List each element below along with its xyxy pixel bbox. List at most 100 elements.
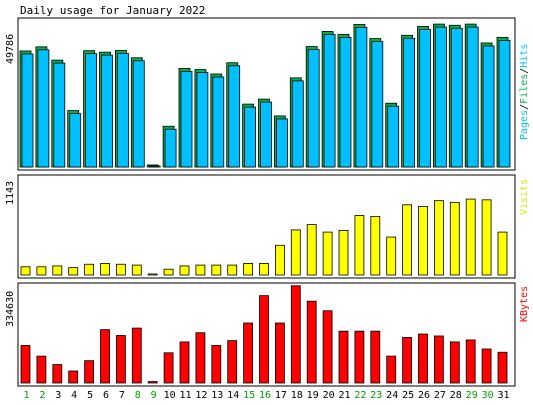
day-label: 8 — [135, 390, 141, 401]
kbytes-panel: 334630 KBytes — [5, 282, 530, 387]
day-label: 25 — [402, 390, 414, 401]
visits-panel: 1143 Visits — [5, 174, 530, 279]
kbytes-bar — [274, 322, 285, 384]
hits-bar — [148, 165, 161, 168]
day-label: 10 — [164, 390, 176, 401]
visits-bar — [322, 231, 333, 276]
day-label: 16 — [259, 390, 271, 401]
visits-bar — [211, 264, 222, 276]
day-label: 20 — [323, 390, 335, 401]
visits-bar — [465, 198, 476, 276]
visits-bar — [386, 236, 397, 276]
kbytes-bar — [449, 341, 460, 384]
visits-bar — [100, 263, 110, 276]
visits-bars — [20, 198, 508, 276]
hits-bar — [260, 101, 272, 168]
kbytes-max-label: 334630 — [5, 291, 16, 327]
kbytes-bar — [211, 345, 222, 384]
kbytes-bar — [179, 341, 190, 384]
day-label: 27 — [434, 390, 446, 401]
kbytes-bar — [116, 335, 126, 384]
day-label: 9 — [151, 390, 157, 401]
visits-bar — [290, 229, 301, 276]
hits-bar — [339, 37, 352, 168]
kbytes-bar — [227, 340, 238, 384]
visits-bar — [449, 201, 460, 276]
day-label: 22 — [354, 390, 366, 401]
hits-bar — [291, 80, 304, 168]
hits-bar — [37, 49, 50, 168]
visits-bar — [227, 264, 238, 276]
hits-bar — [180, 70, 193, 168]
day-label: 15 — [243, 390, 255, 401]
day-label: 3 — [55, 390, 61, 401]
visits-bar — [131, 264, 142, 276]
hits-bar — [228, 65, 241, 168]
pages-legend: Pages — [519, 110, 530, 140]
day-label: 30 — [482, 390, 494, 401]
kbytes-bar — [481, 348, 492, 384]
hits-bar — [498, 39, 511, 168]
chart-title: Daily usage for January 2022 — [20, 4, 205, 17]
visits-bar — [306, 224, 317, 276]
day-label: 23 — [370, 390, 382, 401]
visits-bar — [52, 265, 63, 276]
kbytes-bar — [338, 330, 349, 384]
visits-bar — [36, 266, 47, 276]
kbytes-bar — [36, 355, 47, 384]
day-label: 4 — [71, 390, 77, 401]
day-label: 12 — [195, 390, 207, 401]
kbytes-bar — [306, 300, 317, 384]
visits-bar — [84, 263, 94, 276]
visits-bar — [116, 263, 126, 276]
visits-bar — [163, 268, 174, 276]
visits-panel-frame — [17, 174, 516, 279]
kbytes-bar — [131, 327, 142, 384]
visits-bar — [147, 273, 158, 276]
visits-bar — [418, 206, 428, 276]
kbytes-bar — [52, 364, 63, 384]
visits-bar — [433, 200, 444, 276]
hits-bar — [101, 54, 113, 168]
kbytes-bar — [20, 345, 31, 384]
visits-bar — [497, 231, 508, 276]
hits-axis-label: Pages/Files/Hits — [519, 44, 530, 140]
kbytes-bar — [433, 335, 444, 384]
day-label: 21 — [338, 390, 350, 401]
hits-bar — [275, 118, 288, 168]
kbytes-bar — [370, 330, 381, 384]
hits-bar — [117, 52, 129, 168]
files-legend: Files — [519, 74, 530, 104]
visits-bar — [68, 267, 79, 276]
kbytes-axis-label: KBytes — [519, 286, 530, 322]
day-label: 11 — [179, 390, 191, 401]
hits-bar — [450, 27, 463, 168]
visits-bar — [243, 263, 254, 276]
visits-bar — [370, 215, 381, 276]
hits-bar — [53, 62, 66, 168]
kbytes-bar — [402, 337, 413, 384]
hits-legend: Hits — [519, 44, 530, 68]
kbytes-bar — [386, 355, 397, 384]
day-label: 1 — [23, 390, 29, 401]
day-labels: 1 2 3 4 5 6 7 8 9 10 11 12 13 14 15 16 17 18 19 20 21 22 23 24 2… — [23, 390, 509, 401]
hits-bar — [482, 45, 495, 168]
kbytes-bar — [84, 360, 94, 384]
hits-bar — [69, 113, 82, 168]
visits-bar — [274, 244, 285, 276]
hits-bar — [403, 37, 416, 168]
day-label: 26 — [418, 390, 430, 401]
hits-bar — [371, 41, 384, 168]
hits-bar — [466, 26, 479, 168]
kbytes-bar — [68, 370, 79, 384]
kbytes-bar — [322, 310, 333, 384]
kbytes-bar — [163, 352, 174, 384]
hits-bar — [244, 106, 257, 168]
hits-bar — [164, 128, 177, 168]
kbytes-bar — [147, 381, 158, 384]
kbytes-bar — [354, 330, 365, 384]
visits-bar — [20, 266, 31, 276]
kbytes-bar — [100, 329, 110, 384]
kbytes-bar — [259, 295, 269, 384]
